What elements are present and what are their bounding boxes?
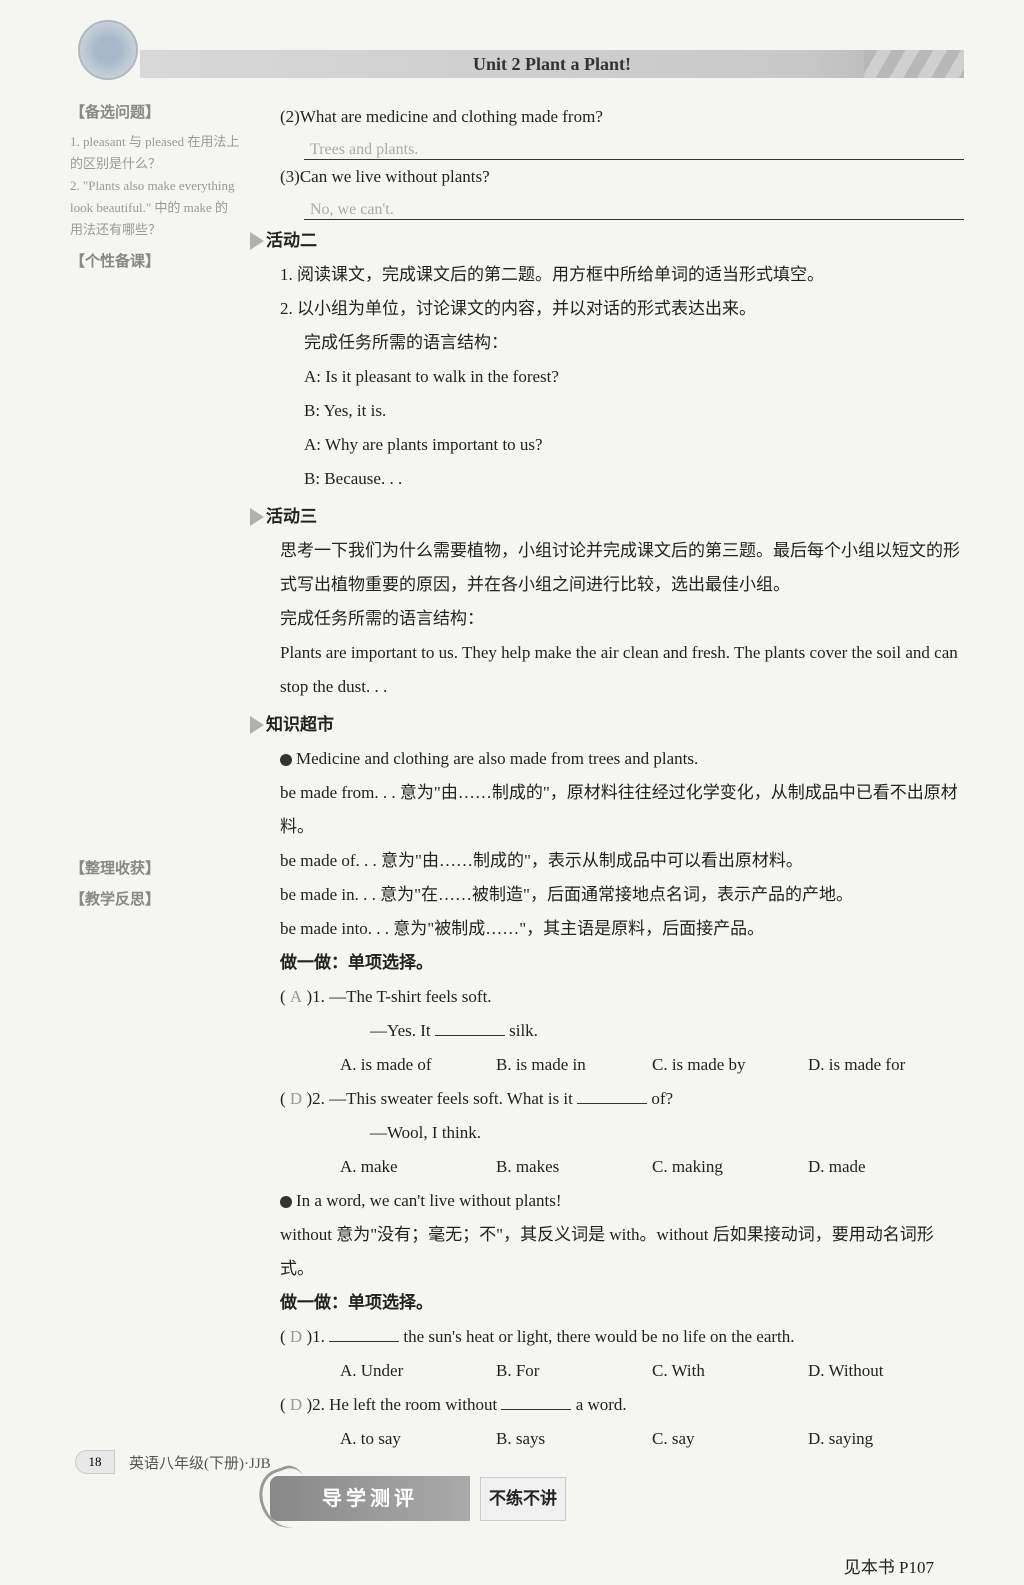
ex1-q2-line2: —Wool, I think. — [250, 1116, 964, 1150]
sidebar-heading-4: 【教学反思】 — [70, 887, 240, 914]
ex2-q2-answer: D — [290, 1395, 302, 1414]
ex2-q1: ( D )1. the sun's heat or light, there w… — [250, 1320, 964, 1354]
ex2-q2-optA: A. to say — [340, 1422, 496, 1456]
know-p2-text: In a word, we can't live without plants! — [296, 1191, 562, 1210]
ex1-q1-options: A. is made of B. is made in C. is made b… — [250, 1048, 964, 1082]
ex1-q1-optA: A. is made of — [340, 1048, 496, 1082]
main-container: 【备选问题】 1. pleasant 与 pleased 在用法上的区别是什么？… — [0, 90, 1024, 1585]
blank — [501, 1392, 571, 1410]
answer-3: No, we can't. — [304, 194, 964, 220]
content: (2)What are medicine and clothing made f… — [250, 100, 964, 1585]
act2-dialog-b1: B: Yes, it is. — [250, 394, 964, 428]
page-reference: 见本书 P107 — [250, 1551, 934, 1585]
sidebar-heading-3: 【整理收获】 — [70, 856, 240, 883]
ex2-q2-optB: B. says — [496, 1422, 652, 1456]
ex2-q1-answer: D — [290, 1327, 302, 1346]
act3-para2: 完成任务所需的语言结构： — [250, 602, 964, 636]
ex1-q1-optC: C. is made by — [652, 1048, 808, 1082]
ex1-q2: ( D )2. —This sweater feels soft. What i… — [250, 1082, 964, 1116]
ex1-q2-optB: B. makes — [496, 1150, 652, 1184]
header-bar: Unit 2 Plant a Plant! — [140, 50, 964, 78]
blank — [577, 1086, 647, 1104]
act2-dialog-a1: A: Is it pleasant to walk in the forest? — [250, 360, 964, 394]
ex1-q2-options: A. make B. makes C. making D. made — [250, 1150, 964, 1184]
sidebar-heading-1: 【备选问题】 — [70, 100, 240, 127]
act2-line2: 2. 以小组为单位，讨论课文的内容，并以对话的形式表达出来。 — [250, 292, 964, 326]
activity-3-title: 活动三 — [266, 500, 317, 534]
ex2-q2-optC: C. say — [652, 1422, 808, 1456]
ex1-q1-optD: D. is made for — [808, 1048, 964, 1082]
know-p1-bold: Medicine and clothing are also made from… — [250, 742, 964, 776]
know-p2-line1: without 意为"没有；毫无；不"，其反义词是 with。without 后… — [250, 1218, 964, 1286]
ex1-q2-optA: A. make — [340, 1150, 496, 1184]
answer-2-row: Trees and plants. — [250, 134, 964, 160]
ex2-q2-options: A. to say B. says C. say D. saying — [250, 1422, 964, 1456]
footer-banner: 导学测评 不练不讲 — [270, 1476, 964, 1521]
ex1-q1-line2: —Yes. It silk. — [250, 1014, 964, 1048]
footer-text: 英语八年级(下册)·JJB — [129, 1452, 271, 1473]
know-p2-bold: In a word, we can't live without plants! — [250, 1184, 964, 1218]
banner-sub-text: 不练不讲 — [480, 1477, 566, 1521]
act2-line3: 完成任务所需的语言结构： — [250, 326, 964, 360]
know-p1-line3: be made in. . . 意为"在……被制造"，后面通常接地点名词，表示产… — [250, 878, 964, 912]
ex2-q2-optD: D. saying — [808, 1422, 964, 1456]
blank — [435, 1018, 505, 1036]
know-p1-line1: be made from. . . 意为"由……制成的"，原材料往往经过化学变化… — [250, 776, 964, 844]
logo-icon — [78, 20, 138, 80]
sidebar-item-2: 2. "Plants also make everything look bea… — [70, 175, 240, 241]
ex2-q1-optB: B. For — [496, 1354, 652, 1388]
know-p1-line2: be made of. . . 意为"由……制成的"，表示从制成品中可以看出原材… — [250, 844, 964, 878]
ex1-q1-optB: B. is made in — [496, 1048, 652, 1082]
ex2-q2: ( D )2. He left the room without a word. — [250, 1388, 964, 1422]
bullet-icon — [280, 754, 292, 766]
ex1-q2-optD: D. made — [808, 1150, 964, 1184]
activity-3-marker: 活动三 — [250, 500, 964, 534]
ex2-title: 做一做：单项选择。 — [250, 1286, 964, 1320]
ex1-q2-optC: C. making — [652, 1150, 808, 1184]
question-3: (3)Can we live without plants? — [250, 160, 964, 194]
act2-dialog-b2: B: Because. . . — [250, 462, 964, 496]
ex1-q1: ( A )1. —The T-shirt feels soft. — [250, 980, 964, 1014]
know-p1-text: Medicine and clothing are also made from… — [296, 749, 698, 768]
question-2: (2)What are medicine and clothing made f… — [250, 100, 964, 134]
knowledge-title: 知识超市 — [266, 708, 334, 742]
banner-main-text: 导学测评 — [322, 1479, 418, 1519]
page-footer: 18 英语八年级(下册)·JJB — [75, 1450, 271, 1474]
sidebar-lower: 【整理收获】 【教学反思】 — [70, 856, 240, 914]
arrow-icon — [250, 716, 264, 734]
answer-2: Trees and plants. — [304, 134, 964, 160]
sidebar-section-2: 【个性备课】 — [70, 249, 240, 276]
activity-2-marker: 活动二 — [250, 224, 964, 258]
act2-dialog-a2: A: Why are plants important to us? — [250, 428, 964, 462]
page-header: Unit 2 Plant a Plant! — [0, 0, 1024, 90]
ex1-q1-answer: A — [290, 987, 302, 1006]
ex1-q2-answer: D — [290, 1089, 302, 1108]
blank — [329, 1324, 399, 1342]
sidebar-section-1: 【备选问题】 1. pleasant 与 pleased 在用法上的区别是什么？… — [70, 100, 240, 241]
act3-para1: 思考一下我们为什么需要植物，小组讨论并完成课文后的第三题。最后每个小组以短文的形… — [250, 534, 964, 602]
ex2-q1-optA: A. Under — [340, 1354, 496, 1388]
sidebar-item-1: 1. pleasant 与 pleased 在用法上的区别是什么？ — [70, 131, 240, 175]
bullet-icon — [280, 1196, 292, 1208]
act3-para3: Plants are important to us. They help ma… — [250, 636, 964, 704]
ex2-q1-options: A. Under B. For C. With D. Without — [250, 1354, 964, 1388]
ex2-q1-optD: D. Without — [808, 1354, 964, 1388]
knowledge-marker: 知识超市 — [250, 708, 964, 742]
sidebar: 【备选问题】 1. pleasant 与 pleased 在用法上的区别是什么？… — [70, 100, 250, 1585]
arrow-icon — [250, 508, 264, 526]
sidebar-heading-2: 【个性备课】 — [70, 249, 240, 276]
know-p1-line4: be made into. . . 意为"被制成……"，其主语是原料，后面接产品… — [250, 912, 964, 946]
unit-title: Unit 2 Plant a Plant! — [473, 54, 631, 75]
ex1-q1-text: )1. —The T-shirt feels soft. — [306, 987, 491, 1006]
page-number: 18 — [75, 1450, 115, 1474]
header-decoration — [864, 50, 964, 78]
answer-3-row: No, we can't. — [250, 194, 964, 220]
arrow-icon — [250, 232, 264, 250]
ex1-title: 做一做：单项选择。 — [250, 946, 964, 980]
act2-line1: 1. 阅读课文，完成课文后的第二题。用方框中所给单词的适当形式填空。 — [250, 258, 964, 292]
ex2-q1-optC: C. With — [652, 1354, 808, 1388]
banner-graphic: 导学测评 — [270, 1476, 470, 1521]
activity-2-title: 活动二 — [266, 224, 317, 258]
